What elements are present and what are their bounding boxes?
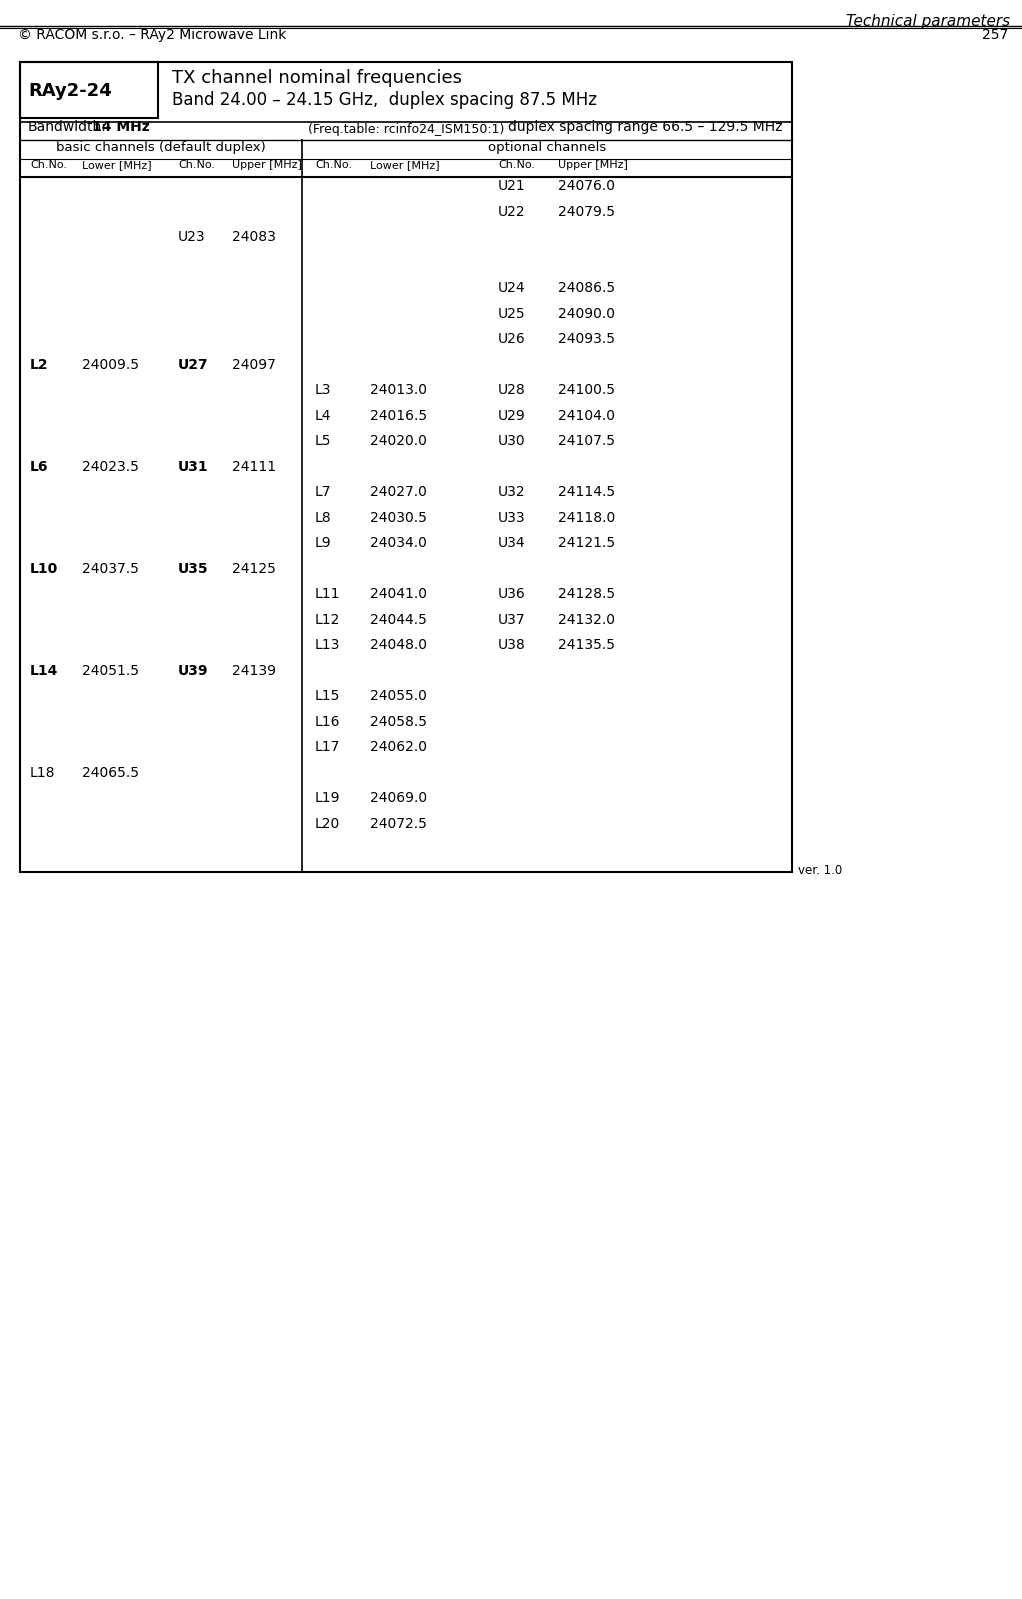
Text: Band 24.00 – 24.15 GHz,  duplex spacing 87.5 MHz: Band 24.00 – 24.15 GHz, duplex spacing 8… [172,91,597,109]
Text: U31: U31 [178,459,208,473]
Text: 24114.5: 24114.5 [558,484,615,499]
Text: 24020.0: 24020.0 [370,435,427,448]
Text: 24079.5: 24079.5 [558,205,615,219]
Text: 24093.5: 24093.5 [558,333,615,345]
Text: Technical parameters: Technical parameters [846,14,1010,29]
Text: L3: L3 [315,384,331,397]
Text: TX channel nominal frequencies: TX channel nominal frequencies [172,69,462,86]
Text: U26: U26 [498,333,525,345]
Text: L16: L16 [315,715,340,729]
Text: L10: L10 [30,561,58,576]
Text: 24027.0: 24027.0 [370,484,427,499]
Text: Ch.No.: Ch.No. [178,160,215,169]
Text: 24058.5: 24058.5 [370,715,427,729]
Text: 24065.5: 24065.5 [82,766,139,780]
Text: 24034.0: 24034.0 [370,536,427,550]
Text: L9: L9 [315,536,331,550]
Text: 24118.0: 24118.0 [558,510,615,524]
Text: © RACOM s.r.o. – RAy2 Microwave Link: © RACOM s.r.o. – RAy2 Microwave Link [18,29,286,42]
Text: U21: U21 [498,179,525,193]
Text: U30: U30 [498,435,525,448]
Text: L8: L8 [315,510,331,524]
Text: U32: U32 [498,484,525,499]
Text: 24139: 24139 [232,664,276,678]
Text: 24009.5: 24009.5 [82,358,139,371]
Text: L6: L6 [30,459,48,473]
Text: 24013.0: 24013.0 [370,384,427,397]
Text: L18: L18 [30,766,55,780]
Bar [20,62,158,118]
Text: 24016.5: 24016.5 [370,409,427,422]
Text: U37: U37 [498,612,525,627]
Text: Upper [MHz]: Upper [MHz] [232,160,301,169]
Text: Upper [MHz]: Upper [MHz] [558,160,628,169]
Text: U35: U35 [178,561,208,576]
Text: L12: L12 [315,612,340,627]
Text: 24044.5: 24044.5 [370,612,427,627]
Text: 24090.0: 24090.0 [558,307,615,320]
Text: U33: U33 [498,510,525,524]
Text: U22: U22 [498,205,525,219]
Text: Ch.No.: Ch.No. [30,160,67,169]
Text: 14 MHz: 14 MHz [92,120,150,134]
Text: Lower [MHz]: Lower [MHz] [82,160,151,169]
Text: U29: U29 [498,409,525,422]
Text: U28: U28 [498,384,525,397]
Text: 24100.5: 24100.5 [558,384,615,397]
Text: L20: L20 [315,817,340,831]
Text: 24023.5: 24023.5 [82,459,139,473]
Text: 24128.5: 24128.5 [558,587,615,601]
Text: U25: U25 [498,307,525,320]
Text: L2: L2 [30,358,49,371]
Text: 24037.5: 24037.5 [82,561,139,576]
Text: 24062.0: 24062.0 [370,740,427,755]
Text: Lower [MHz]: Lower [MHz] [370,160,439,169]
Text: L14: L14 [30,664,58,678]
Text: 24072.5: 24072.5 [370,817,427,831]
Text: L17: L17 [315,740,340,755]
Bar [20,62,792,871]
Text: U23: U23 [178,230,205,245]
Text: basic channels (default duplex): basic channels (default duplex) [56,141,266,154]
Text: 24041.0: 24041.0 [370,587,427,601]
Text: 24132.0: 24132.0 [558,612,615,627]
Text: L5: L5 [315,435,331,448]
Text: U27: U27 [178,358,208,371]
Text: U38: U38 [498,638,525,652]
Text: 24111: 24111 [232,459,276,473]
Text: 257: 257 [982,29,1008,42]
Text: 24135.5: 24135.5 [558,638,615,652]
Text: Bandwidth:: Bandwidth: [28,120,107,134]
Text: (Freq.table: rcinfo24_ISM150:1): (Freq.table: rcinfo24_ISM150:1) [308,123,504,136]
Text: L13: L13 [315,638,340,652]
Text: U24: U24 [498,281,525,296]
Text: ver. 1.0: ver. 1.0 [798,863,842,876]
Text: L15: L15 [315,689,340,704]
Text: Ch.No.: Ch.No. [315,160,352,169]
Text: L7: L7 [315,484,331,499]
Text: RAy2-24: RAy2-24 [28,82,111,101]
Text: optional channels: optional channels [487,141,606,154]
Text: 24069.0: 24069.0 [370,792,427,806]
Text: 24125: 24125 [232,561,276,576]
Text: 24121.5: 24121.5 [558,536,615,550]
Text: U34: U34 [498,536,525,550]
Text: L11: L11 [315,587,340,601]
Text: L4: L4 [315,409,331,422]
Text: Ch.No.: Ch.No. [498,160,535,169]
Text: 24030.5: 24030.5 [370,510,427,524]
Text: 24086.5: 24086.5 [558,281,615,296]
Text: 24051.5: 24051.5 [82,664,139,678]
Text: L19: L19 [315,792,340,806]
Text: 24107.5: 24107.5 [558,435,615,448]
Text: 24048.0: 24048.0 [370,638,427,652]
Text: duplex spacing range 66.5 – 129.5 MHz: duplex spacing range 66.5 – 129.5 MHz [508,120,782,134]
Text: U39: U39 [178,664,208,678]
Text: U36: U36 [498,587,525,601]
Text: 24076.0: 24076.0 [558,179,615,193]
Text: 24055.0: 24055.0 [370,689,427,704]
Text: 24083: 24083 [232,230,276,245]
Text: 24097: 24097 [232,358,276,371]
Text: 24104.0: 24104.0 [558,409,615,422]
